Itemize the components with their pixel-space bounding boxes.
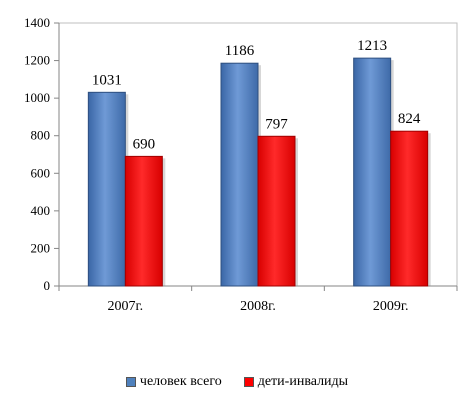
bar — [87, 91, 126, 287]
x-tick-label: 2008г. — [240, 299, 276, 314]
data-labels: 1031 690 1186 797 1213 824 — [92, 38, 421, 152]
bar — [390, 130, 429, 287]
y-tick-label: 0 — [44, 278, 51, 293]
y-tick-label: 1200 — [24, 53, 50, 68]
data-label: 1186 — [225, 43, 255, 59]
bar — [353, 57, 392, 287]
y-tick-label: 600 — [31, 165, 51, 180]
bars — [87, 57, 431, 287]
legend-item-series-2: дети-инвалиды — [243, 374, 349, 390]
y-tick-label: 400 — [31, 203, 51, 218]
x-tick-label: 2007г. — [107, 299, 143, 314]
legend-label-series-2: дети-инвалиды — [257, 374, 349, 389]
data-label: 690 — [133, 136, 156, 152]
bar — [257, 135, 296, 287]
legend: человек всего дети-инвалиды — [0, 374, 474, 390]
x-tick-label: 2009г. — [373, 299, 409, 314]
y-tick-label: 200 — [31, 240, 51, 255]
bar — [124, 155, 163, 287]
legend-swatch-series-2 — [243, 377, 254, 387]
y-tick-label: 1400 — [24, 15, 50, 30]
legend-swatch-series-1 — [125, 377, 136, 387]
legend-item-series-1: человек всего — [125, 374, 222, 390]
data-label: 1213 — [357, 38, 387, 54]
y-tick-label: 1000 — [24, 90, 50, 105]
bar — [220, 62, 259, 287]
data-label: 1031 — [92, 72, 122, 88]
legend-label-series-1: человек всего — [139, 374, 222, 389]
data-label: 797 — [265, 116, 288, 132]
data-label: 824 — [398, 111, 421, 127]
y-tick-label: 800 — [31, 128, 51, 143]
